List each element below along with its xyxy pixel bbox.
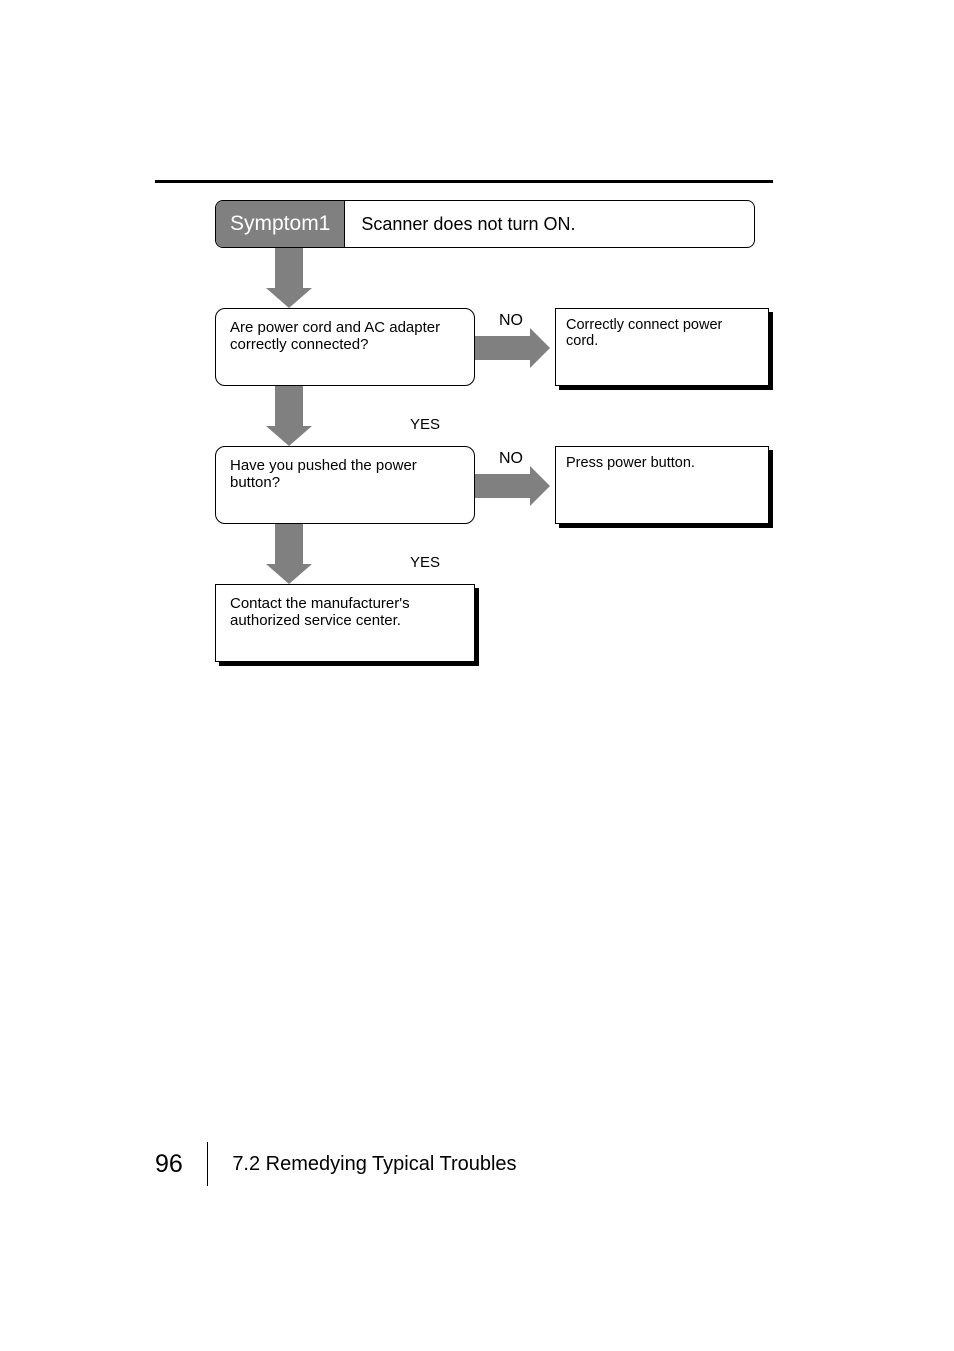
yes-label-2: YES [410,554,440,571]
arrow-head-icon [530,466,550,506]
arrow-head-icon [266,288,312,308]
yes-label-1: YES [410,416,440,433]
arrow-head-icon [266,564,312,584]
arrow-down-2: YES [275,386,775,446]
arrow-head-icon [530,328,550,368]
page-footer: 96 7.2 Remedying Typical Troubles [155,1142,517,1186]
arrow-head-icon [266,426,312,446]
flowchart: Symptom1 Scanner does not turn ON. Are p… [215,200,775,662]
terminal-box: Contact the manufacturer's authorized se… [215,584,475,662]
answer-box-2: Press power button. [555,446,769,524]
arrow-shaft [275,248,303,288]
step-1: Are power cord and AC adapter correctly … [215,308,775,386]
step-2: Have you pushed the power button? NO Pre… [215,446,775,524]
top-rule [155,180,773,183]
answer-wrap-1: Correctly connect power cord. [555,308,769,386]
arrow-shaft [475,336,530,360]
arrow-shaft [275,386,303,426]
arrow-shaft [475,474,530,498]
arrow-down-3: YES [275,524,775,584]
symptom-text: Scanner does not turn ON. [345,201,591,247]
no-label-2: NO [499,450,523,468]
page-number: 96 [155,1150,183,1179]
answer-box-1: Correctly connect power cord. [555,308,769,386]
symptom-label: Symptom1 [216,201,345,247]
no-label-1: NO [499,312,523,330]
footer-section: 7.2 Remedying Typical Troubles [232,1153,516,1176]
symptom-box: Symptom1 Scanner does not turn ON. [215,200,755,248]
arrow-shaft [275,524,303,564]
terminal-wrap: Contact the manufacturer's authorized se… [215,584,475,662]
arrow-right-1: NO [475,308,555,386]
answer-wrap-2: Press power button. [555,446,769,524]
footer-divider [207,1142,209,1186]
arrow-right-2: NO [475,446,555,524]
question-box-2: Have you pushed the power button? [215,446,475,524]
question-box-1: Are power cord and AC adapter correctly … [215,308,475,386]
arrow-down-1 [275,248,775,308]
